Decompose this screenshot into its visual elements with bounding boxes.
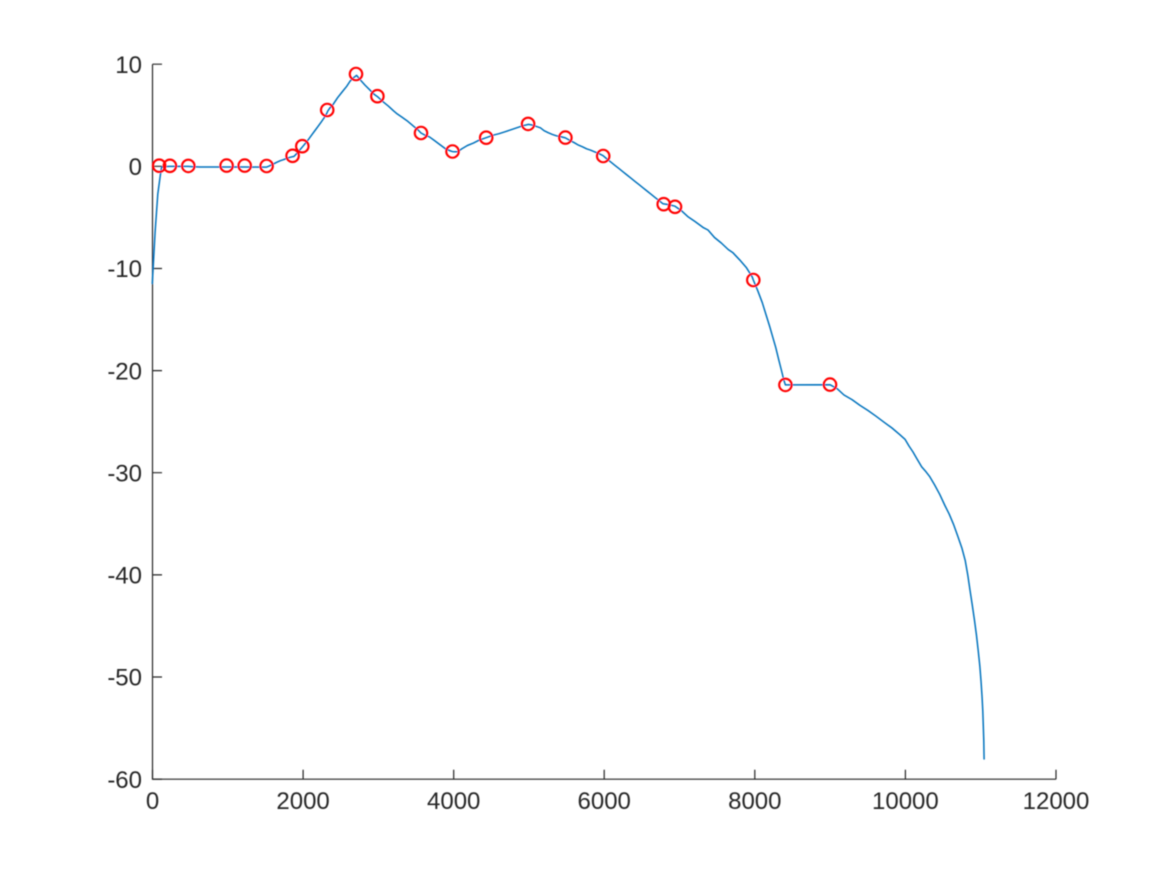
svg-text:0: 0 xyxy=(129,154,142,181)
svg-text:12000: 12000 xyxy=(1023,788,1090,815)
svg-text:-40: -40 xyxy=(107,563,142,590)
svg-text:-20: -20 xyxy=(107,358,142,385)
svg-text:10: 10 xyxy=(115,52,142,79)
svg-text:-10: -10 xyxy=(107,256,142,283)
svg-text:-50: -50 xyxy=(107,665,142,692)
svg-text:8000: 8000 xyxy=(728,788,781,815)
svg-text:6000: 6000 xyxy=(578,788,631,815)
svg-text:0: 0 xyxy=(146,788,159,815)
svg-text:-60: -60 xyxy=(107,767,142,794)
svg-text:-30: -30 xyxy=(107,461,142,488)
svg-text:4000: 4000 xyxy=(427,788,480,815)
svg-text:10000: 10000 xyxy=(872,788,939,815)
svg-text:2000: 2000 xyxy=(276,788,329,815)
